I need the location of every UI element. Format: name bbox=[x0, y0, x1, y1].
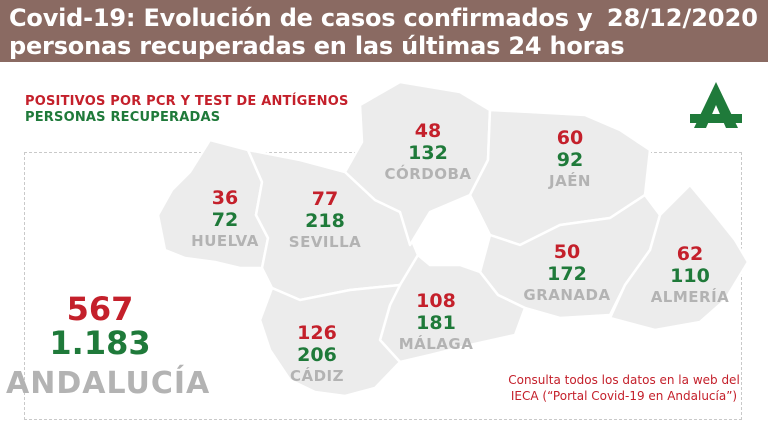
province-cadiz: 126 206 CÁDIZ bbox=[257, 322, 377, 386]
report-date: 28/12/2020 bbox=[606, 4, 758, 32]
header-banner: Covid-19: Evolución de casos confirmados… bbox=[0, 0, 768, 62]
recovered-value: 132 bbox=[408, 142, 448, 164]
province-almeria: 62 110 ALMERÍA bbox=[630, 243, 750, 307]
province-cordoba: 48 132 CÓRDOBA bbox=[368, 120, 488, 184]
province-name: CÁDIZ bbox=[289, 367, 345, 385]
positives-value: 77 bbox=[311, 188, 339, 210]
recovered-value: 181 bbox=[416, 312, 456, 334]
total-positives-value: 567 bbox=[66, 290, 134, 328]
province-name: SEVILLA bbox=[288, 233, 362, 251]
junta-de-andalucia-logo-icon bbox=[690, 82, 742, 128]
region-name: ANDALUCÍA bbox=[6, 366, 211, 401]
positives-value: 60 bbox=[556, 127, 584, 149]
province-name: CÓRDOBA bbox=[384, 165, 472, 183]
province-shape-cadiz bbox=[258, 283, 402, 398]
positives-value: 108 bbox=[416, 290, 456, 312]
province-name: HUELVA bbox=[191, 232, 259, 250]
recovered-value: 72 bbox=[211, 209, 239, 231]
legend-recovered: PERSONAS RECUPERADAS bbox=[25, 110, 221, 125]
title-line-2: personas recuperadas en las últimas 24 h… bbox=[9, 32, 625, 60]
recovered-value: 110 bbox=[670, 265, 710, 287]
footnote-line-2: IECA (“Portal Covid-19 en Andalucía”) bbox=[510, 389, 738, 403]
recovered-value: 206 bbox=[297, 344, 337, 366]
province-name: MÁLAGA bbox=[398, 335, 474, 353]
province-jaen: 60 92 JAÉN bbox=[510, 127, 630, 191]
province-name: JAÉN bbox=[549, 172, 591, 190]
positives-value: 126 bbox=[297, 322, 337, 344]
province-sevilla: 77 218 SEVILLA bbox=[265, 188, 385, 252]
recovered-value: 218 bbox=[305, 210, 345, 232]
footnote-line-1: Consulta todos los datos en la web del bbox=[508, 373, 740, 387]
province-shape-almeria bbox=[608, 183, 750, 332]
positives-value: 48 bbox=[414, 120, 442, 142]
legend-positives: POSITIVOS POR PCR Y TEST DE ANTÍGENOS bbox=[25, 94, 349, 109]
positives-value: 62 bbox=[676, 243, 704, 265]
positives-value: 50 bbox=[553, 241, 581, 263]
total-recovered-value: 1.183 bbox=[49, 324, 151, 362]
province-shape-cordoba bbox=[343, 80, 492, 247]
title-line-1: Covid-19: Evolución de casos confirmados… bbox=[9, 4, 593, 32]
province-huelva: 36 72 HUELVA bbox=[165, 187, 285, 251]
province-malaga: 108 181 MÁLAGA bbox=[376, 290, 496, 354]
region-total: 567 1.183 bbox=[0, 292, 200, 360]
source-footnote: Consulta todos los datos en la web del I… bbox=[484, 372, 764, 404]
recovered-value: 92 bbox=[556, 149, 584, 171]
province-name: GRANADA bbox=[523, 286, 611, 304]
province-granada: 50 172 GRANADA bbox=[507, 241, 627, 305]
province-name: ALMERÍA bbox=[650, 288, 730, 306]
recovered-value: 172 bbox=[547, 263, 587, 285]
positives-value: 36 bbox=[211, 187, 239, 209]
